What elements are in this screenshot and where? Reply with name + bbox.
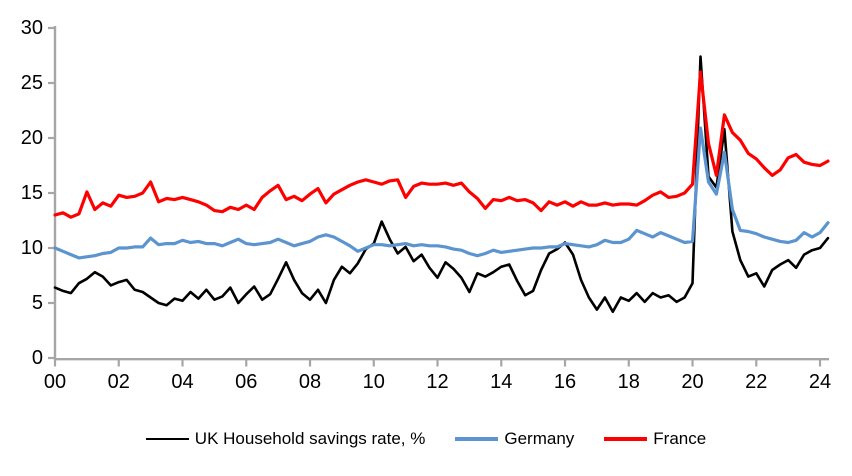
france-legend-label: France	[653, 429, 707, 448]
x-tick-label: 06	[235, 371, 257, 393]
x-tick-label: 08	[299, 371, 321, 393]
legend-item-france: France	[604, 429, 706, 449]
y-tick-label: 30	[21, 17, 43, 39]
y-tick-label: 10	[21, 237, 43, 259]
x-tick-label: 14	[490, 371, 512, 393]
uk-legend-label: UK Household savings rate, %	[194, 429, 426, 448]
x-tick-label: 22	[745, 371, 767, 393]
y-tick-label: 20	[21, 127, 43, 149]
x-tick-label: 18	[618, 371, 640, 393]
x-tick-label: 16	[554, 371, 576, 393]
uk-line-sample	[145, 437, 189, 441]
y-tick-label: 15	[21, 182, 43, 204]
germany-line-sample	[455, 437, 499, 441]
x-tick-label: 04	[171, 371, 193, 393]
y-tick-label: 25	[21, 72, 43, 94]
y-tick-label: 5	[32, 292, 43, 314]
x-tick-label: 00	[44, 371, 66, 393]
x-tick-label: 02	[108, 371, 130, 393]
x-tick-label: 10	[363, 371, 385, 393]
france-line-sample	[604, 437, 648, 441]
x-tick-label: 12	[426, 371, 448, 393]
plot-area: 0 5 10 15 20 25 30 00 02 04 06 08 10 12 14 16 18 20 22 24	[21, 17, 831, 393]
germany-legend-label: Germany	[504, 429, 575, 448]
series-line-germany	[53, 126, 830, 260]
legend-item-uk: UK Household savings rate, %	[145, 429, 426, 449]
y-tick-label: 0	[32, 347, 43, 369]
series-line-france	[53, 70, 830, 219]
x-tick-label: 20	[681, 371, 703, 393]
legend: UK Household savings rate, % Germany Fra…	[0, 429, 852, 449]
x-tick-label: 24	[809, 371, 831, 393]
legend-item-germany: Germany	[455, 429, 574, 449]
